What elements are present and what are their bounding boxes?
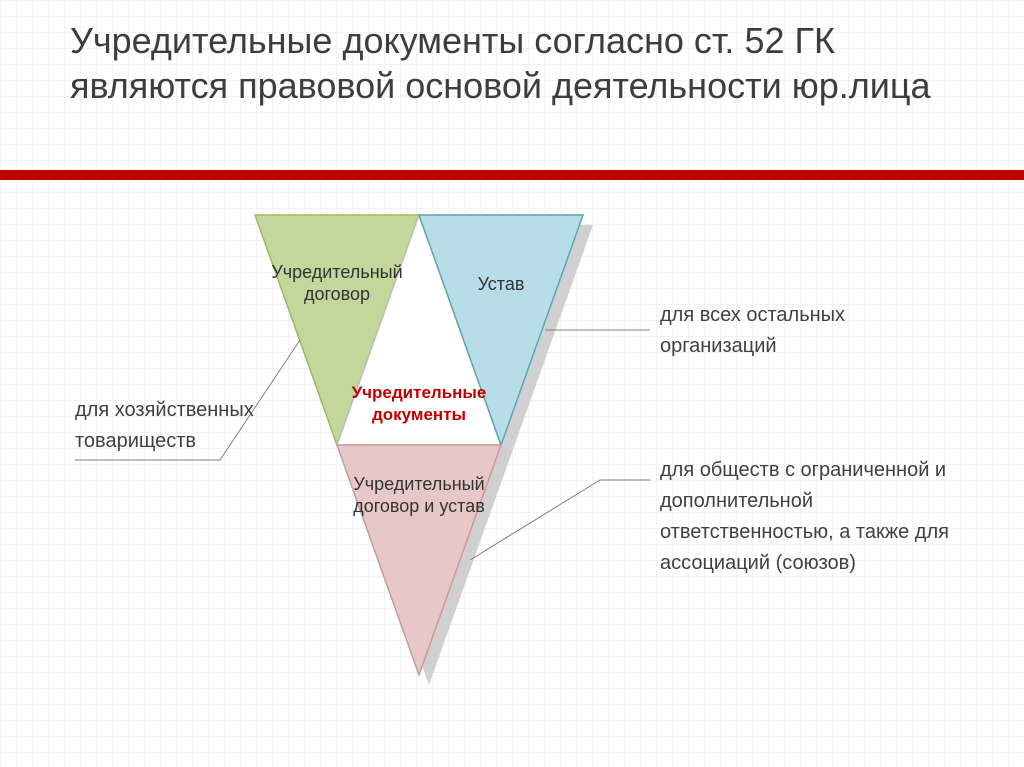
triangle-diagram: Учредительный договор Устав Учредительны…: [0, 0, 1024, 767]
label-bottom-1: Учредительный: [353, 474, 484, 494]
label-bottom-2: договор и устав: [353, 496, 485, 516]
label-top-right-1: Устав: [478, 274, 525, 294]
label-center-2: документы: [372, 405, 466, 424]
annotation-left: для хозяйственных товариществ: [75, 395, 255, 457]
label-center-1: Учредительные: [352, 383, 487, 402]
annotation-right-bottom: для обществ с ограниченной и дополнитель…: [660, 455, 980, 579]
label-top-left-2: договор: [304, 284, 370, 304]
slide: Учредительные документы согласно ст. 52 …: [0, 0, 1024, 767]
label-top-left-1: Учредительный: [271, 262, 402, 282]
annotation-right-top: для всех остальных организаций: [660, 300, 960, 362]
